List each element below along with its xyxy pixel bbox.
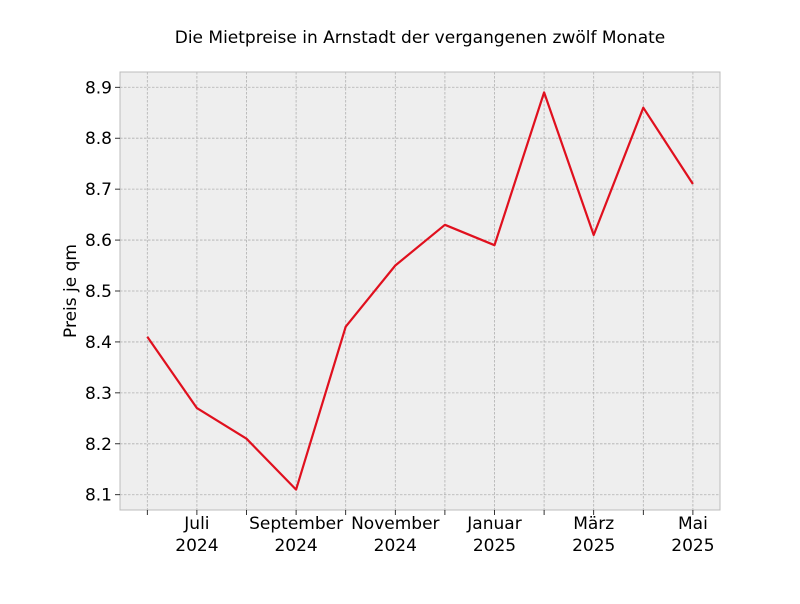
y-tick-label: 8.9 (85, 78, 112, 98)
x-tick-label: November (351, 514, 439, 534)
series-layer (146, 91, 694, 491)
x-tick-label: September (249, 514, 343, 534)
y-tick-label: 8.8 (85, 129, 112, 149)
x-tick-label: 2025 (572, 536, 615, 556)
y-tick-label: 8.4 (85, 333, 112, 353)
x-tick-label: Januar (466, 514, 521, 534)
y-tick-label: 8.3 (85, 384, 112, 404)
x-tick-label: 2024 (175, 536, 218, 556)
y-tick-label: 8.6 (85, 231, 112, 251)
axis-ticks: 8.18.28.38.48.58.68.78.88.9Juli2024Septe… (85, 78, 715, 556)
y-tick-label: 8.2 (85, 435, 112, 455)
y-tick-label: 8.5 (85, 282, 112, 302)
data-line (146, 91, 694, 491)
x-tick-label: 2025 (671, 536, 714, 556)
x-tick-label: Mai (678, 514, 708, 534)
y-axis-label: Preis je qm (61, 244, 81, 338)
grid-lines (120, 72, 720, 510)
y-tick-label: 8.7 (85, 180, 112, 200)
y-tick-label: 8.1 (85, 486, 112, 506)
x-tick-label: 2025 (473, 536, 516, 556)
x-tick-label: 2024 (374, 536, 417, 556)
x-tick-label: 2024 (274, 536, 317, 556)
x-tick-label: März (573, 514, 614, 534)
x-tick-label: Juli (183, 514, 209, 534)
chart-title: Die Mietpreise in Arnstadt der vergangen… (175, 28, 666, 48)
